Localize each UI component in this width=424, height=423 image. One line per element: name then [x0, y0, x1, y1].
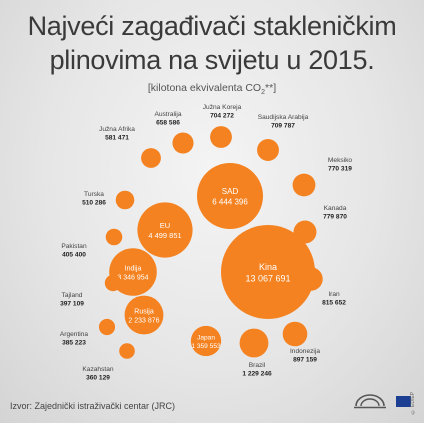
bubble-mark	[292, 173, 316, 197]
bubble-label-country: Tajland	[62, 292, 83, 299]
bubble-label-country: Japan	[197, 334, 215, 341]
bubble-mark	[115, 190, 135, 210]
title-line-2: plinovima na svijetu u 2015.	[49, 45, 375, 75]
eu-flag-icon	[396, 396, 411, 407]
bubble-label-country: EU	[160, 221, 170, 230]
bubble-australija: Australija 658 586	[154, 111, 194, 154]
bubble-label-country: Brazil	[249, 362, 266, 369]
bubble-mark	[190, 325, 222, 357]
bubble-label-value: 4 499 851	[148, 231, 181, 240]
bubble-label-value: 385 223	[62, 340, 86, 347]
bubble-mark	[221, 225, 315, 319]
bubble-label-value: 815 652	[322, 300, 346, 307]
bubble-label-value: 13 067 691	[245, 273, 290, 283]
copyright-credit: © EU/EP	[410, 392, 416, 415]
bubble-mark	[239, 328, 269, 358]
bubble-label-country: Rusija	[134, 308, 154, 315]
bubble-label-value: 704 272	[210, 113, 234, 120]
bubble-label-value: 405 400	[62, 252, 86, 259]
bubble-mark	[257, 139, 279, 161]
bubble-mark	[141, 148, 161, 168]
bubble-label-value: 581 471	[105, 135, 129, 142]
bubble-label-value: 3 346 954	[117, 274, 148, 281]
bubble-label-value: 779 870	[323, 214, 347, 221]
bubble-label-value: 1 359 553	[191, 343, 221, 350]
bubble-kanada: Kanada 779 870	[293, 205, 347, 244]
subtitle-suffix: **]	[265, 82, 277, 94]
title-line-1: Najveći zagađivači stakleničkim	[27, 11, 397, 41]
bubble-label-country: Indonezija	[290, 348, 320, 355]
bubble-ju-na-afrika: Južna Afrika 581 471	[99, 126, 161, 168]
bubble-mark	[104, 274, 122, 292]
bubble-label-country: Argentina	[60, 331, 89, 338]
bubble-label-value: 658 586	[156, 120, 180, 127]
subtitle-prefix: [kilotona ekvivalenta CO	[147, 82, 262, 94]
bubble-rusija: Rusija 2 233 876	[124, 295, 164, 335]
source-note: Izvor: Zajednički istraživački centar (J…	[10, 401, 176, 411]
bubble-iran: Iran 815 652	[299, 267, 346, 307]
bubble-kazahstan: Kazahstan 360 129	[82, 343, 135, 382]
bubble-mark	[196, 162, 264, 230]
bubble-turska: Turska 510 286	[82, 190, 135, 210]
bubble-label-country: Meksiko	[328, 157, 353, 164]
bubble-mark	[98, 318, 116, 336]
bubble-label-country: Kanada	[324, 205, 347, 212]
bubble-indonezija: Indonezija 897 159	[282, 321, 320, 364]
bubble-label-value: 510 286	[82, 200, 106, 207]
bubble-label-value: 897 159	[293, 357, 317, 364]
bubble-label-value: 360 129	[86, 375, 110, 382]
bubble-mark	[299, 267, 323, 291]
bubble-mark	[105, 228, 123, 246]
bubble-label-value: 1 229 246	[242, 371, 272, 378]
bubble-tajland: Tajland 397 109	[60, 274, 122, 308]
bubble-label-value: 770 319	[328, 166, 352, 173]
bubble-saudijska-arabija: Saudijska Arabija 709 787	[257, 114, 309, 161]
bubble-label-country: Saudijska Arabija	[258, 114, 309, 121]
bubble-ju-na-koreja: Južna Koreja 704 272	[203, 104, 242, 148]
bubble-label-country: Pakistan	[61, 243, 87, 250]
bubble-japan: Japan 1 359 553	[190, 325, 222, 357]
bubble-label-value: 397 109	[60, 301, 84, 308]
bubble-eu: EU4 499 851	[137, 202, 193, 258]
bubble-label-country: Južna Koreja	[203, 104, 242, 111]
bubble-label-country: Južna Afrika	[99, 126, 135, 133]
bubble-label-country: Iran	[328, 291, 340, 298]
bubble-mark	[124, 295, 164, 335]
bubble-mark	[137, 202, 193, 258]
bubble-label-value: 2 233 876	[128, 317, 159, 324]
bubble-label-country: Kazahstan	[82, 366, 113, 373]
bubble-mark	[282, 321, 308, 347]
bubble-label-value: 709 787	[271, 123, 295, 130]
bubble-mark	[210, 126, 232, 148]
subtitle-subscript: 2	[261, 89, 266, 97]
bubble-label-country: SAD	[222, 187, 239, 196]
bubble-pakistan: Pakistan 405 400	[61, 228, 123, 259]
bubble-label-country: Turska	[84, 191, 104, 198]
bubble-mark	[293, 220, 317, 244]
european-parliament-logo	[354, 394, 386, 409]
bubble-label-country: Indija	[125, 265, 142, 272]
bubble-label-value: 6 444 396	[212, 197, 248, 206]
bubble-argentina: Argentina 385 223	[60, 318, 116, 347]
bubble-mark	[172, 132, 194, 154]
bubble-mark	[119, 343, 135, 359]
bubble-meksiko: Meksiko 770 319	[292, 157, 353, 197]
bubble-label-country: Australija	[154, 111, 181, 118]
bubble-label-country: Kina	[259, 262, 277, 272]
subtitle-unit: [kilotona ekvivalenta CO2**]	[0, 82, 424, 96]
bubble-brazil: Brazil 1 229 246	[239, 328, 272, 378]
